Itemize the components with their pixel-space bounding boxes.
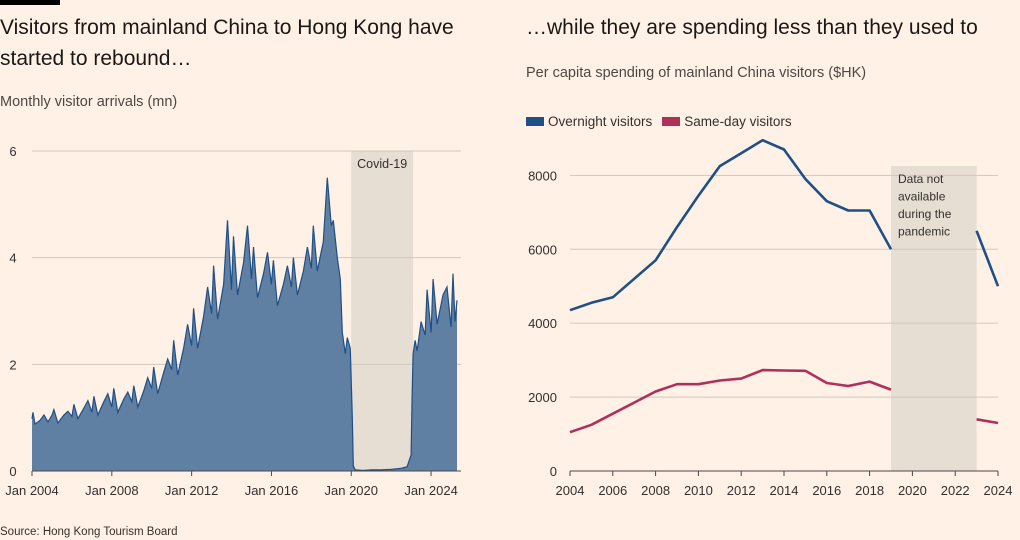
arrivals-area bbox=[32, 177, 458, 471]
legend: Overnight visitors Same-day visitors bbox=[526, 114, 792, 129]
x-tick-label: Jan 2004 bbox=[5, 483, 59, 498]
source-note: Source: Hong Kong Tourism Board bbox=[0, 526, 178, 538]
x-tick-label: 2008 bbox=[641, 483, 670, 498]
legend-item-overnight: Overnight visitors bbox=[526, 114, 652, 129]
sameday-line bbox=[976, 418, 999, 425]
left-chart-subtitle: Monthly visitor arrivals (mn) bbox=[0, 94, 178, 110]
x-tick-label: 2012 bbox=[727, 483, 756, 498]
x-tick-label: Jan 2024 bbox=[404, 483, 458, 498]
y-tick-label: 0 bbox=[550, 464, 557, 479]
x-tick-label: 2020 bbox=[898, 483, 927, 498]
legend-label-overnight: Overnight visitors bbox=[548, 114, 653, 129]
x-tick-label: 2016 bbox=[812, 483, 841, 498]
legend-swatch-overnight bbox=[526, 117, 544, 126]
x-tick-label: 2022 bbox=[941, 483, 970, 498]
overnight-line bbox=[975, 230, 1000, 287]
legend-swatch-sameday bbox=[662, 117, 681, 126]
x-tick-label: Jan 2008 bbox=[85, 483, 139, 498]
legend-label-sameday: Same-day visitors bbox=[684, 114, 792, 129]
y-tick-label: 2000 bbox=[528, 390, 557, 405]
x-tick-label: 2018 bbox=[855, 483, 884, 498]
x-tick-label: 2010 bbox=[684, 483, 713, 498]
y-tick-label: 8000 bbox=[528, 168, 557, 183]
x-tick-label: 2004 bbox=[556, 483, 585, 498]
x-tick-label: Jan 2020 bbox=[325, 483, 379, 498]
x-tick-label: Jan 2016 bbox=[245, 483, 299, 498]
legend-item-sameday: Same-day visitors bbox=[662, 114, 792, 129]
y-tick-label: 4 bbox=[9, 251, 16, 266]
right-chart-title: …while they are spending less than they … bbox=[526, 16, 978, 39]
y-tick-label: 4000 bbox=[528, 316, 557, 331]
x-tick-label: Jan 2012 bbox=[165, 483, 219, 498]
right-chart-subtitle: Per capita spending of mainland China vi… bbox=[526, 65, 867, 81]
x-tick-label: 2006 bbox=[598, 483, 627, 498]
x-tick-label: 2024 bbox=[984, 483, 1013, 498]
y-tick-label: 6 bbox=[9, 144, 16, 159]
pandemic-label: Data not available during the pandemic bbox=[898, 172, 952, 239]
left-chart-title: Visitors from mainland China to Hong Kon… bbox=[0, 16, 454, 70]
covid-shading bbox=[351, 151, 414, 471]
sameday-line bbox=[569, 368, 892, 434]
y-tick-label: 2 bbox=[9, 357, 16, 372]
covid-label: Covid-19 bbox=[357, 157, 407, 171]
arrivals-line bbox=[31, 177, 458, 472]
brand-bar bbox=[0, 0, 60, 5]
y-tick-label: 6000 bbox=[528, 242, 557, 257]
x-tick-label: 2014 bbox=[770, 483, 799, 498]
y-tick-label: 0 bbox=[9, 464, 16, 479]
pandemic-shading bbox=[891, 166, 977, 471]
overnight-line bbox=[569, 138, 893, 312]
